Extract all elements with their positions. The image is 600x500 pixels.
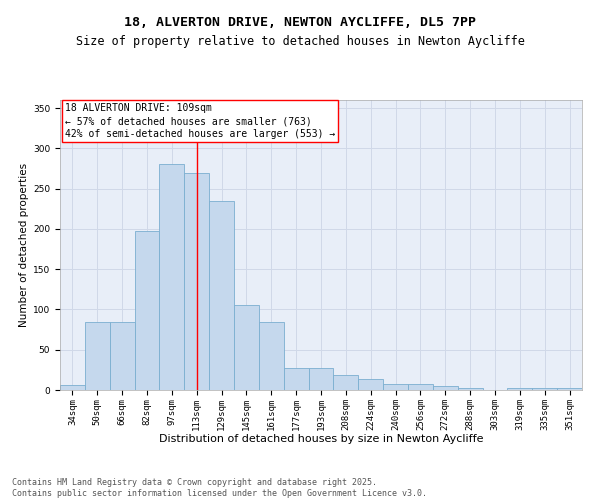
Bar	[259, 322, 284, 390]
Bar	[557, 388, 582, 390]
Text: Size of property relative to detached houses in Newton Aycliffe: Size of property relative to detached ho…	[76, 34, 524, 48]
Bar	[308, 368, 334, 390]
Bar	[508, 388, 532, 390]
Bar	[433, 386, 458, 390]
Bar	[334, 374, 358, 390]
Bar	[532, 388, 557, 390]
Bar	[60, 385, 85, 390]
Text: 18 ALVERTON DRIVE: 109sqm
← 57% of detached houses are smaller (763)
42% of semi: 18 ALVERTON DRIVE: 109sqm ← 57% of detac…	[65, 103, 335, 140]
Bar	[234, 306, 259, 390]
Bar	[184, 172, 209, 390]
Bar	[160, 164, 184, 390]
X-axis label: Distribution of detached houses by size in Newton Aycliffe: Distribution of detached houses by size …	[159, 434, 483, 444]
Bar	[408, 384, 433, 390]
Text: 18, ALVERTON DRIVE, NEWTON AYCLIFFE, DL5 7PP: 18, ALVERTON DRIVE, NEWTON AYCLIFFE, DL5…	[124, 16, 476, 29]
Bar	[383, 384, 408, 390]
Bar	[284, 368, 308, 390]
Bar	[358, 378, 383, 390]
Text: Contains HM Land Registry data © Crown copyright and database right 2025.
Contai: Contains HM Land Registry data © Crown c…	[12, 478, 427, 498]
Bar	[458, 388, 482, 390]
Bar	[134, 232, 160, 390]
Y-axis label: Number of detached properties: Number of detached properties	[19, 163, 29, 327]
Bar	[110, 322, 134, 390]
Bar	[209, 200, 234, 390]
Bar	[85, 322, 110, 390]
